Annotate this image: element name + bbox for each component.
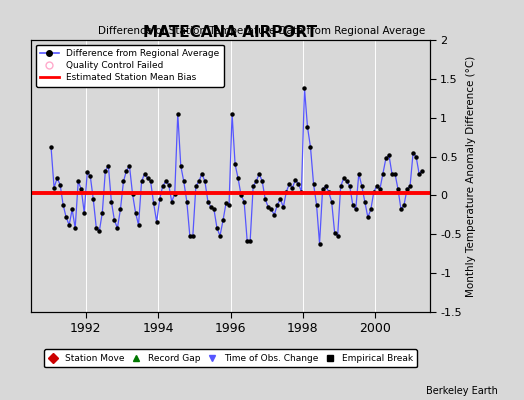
- Y-axis label: Monthly Temperature Anomaly Difference (°C): Monthly Temperature Anomaly Difference (…: [466, 55, 476, 297]
- Title: MATECANA AIRPORT: MATECANA AIRPORT: [144, 25, 318, 40]
- Text: Berkeley Earth: Berkeley Earth: [426, 386, 498, 396]
- Legend: Station Move, Record Gap, Time of Obs. Change, Empirical Break: Station Move, Record Gap, Time of Obs. C…: [44, 349, 417, 367]
- Text: Difference of Station Temperature Data from Regional Average: Difference of Station Temperature Data f…: [99, 26, 425, 36]
